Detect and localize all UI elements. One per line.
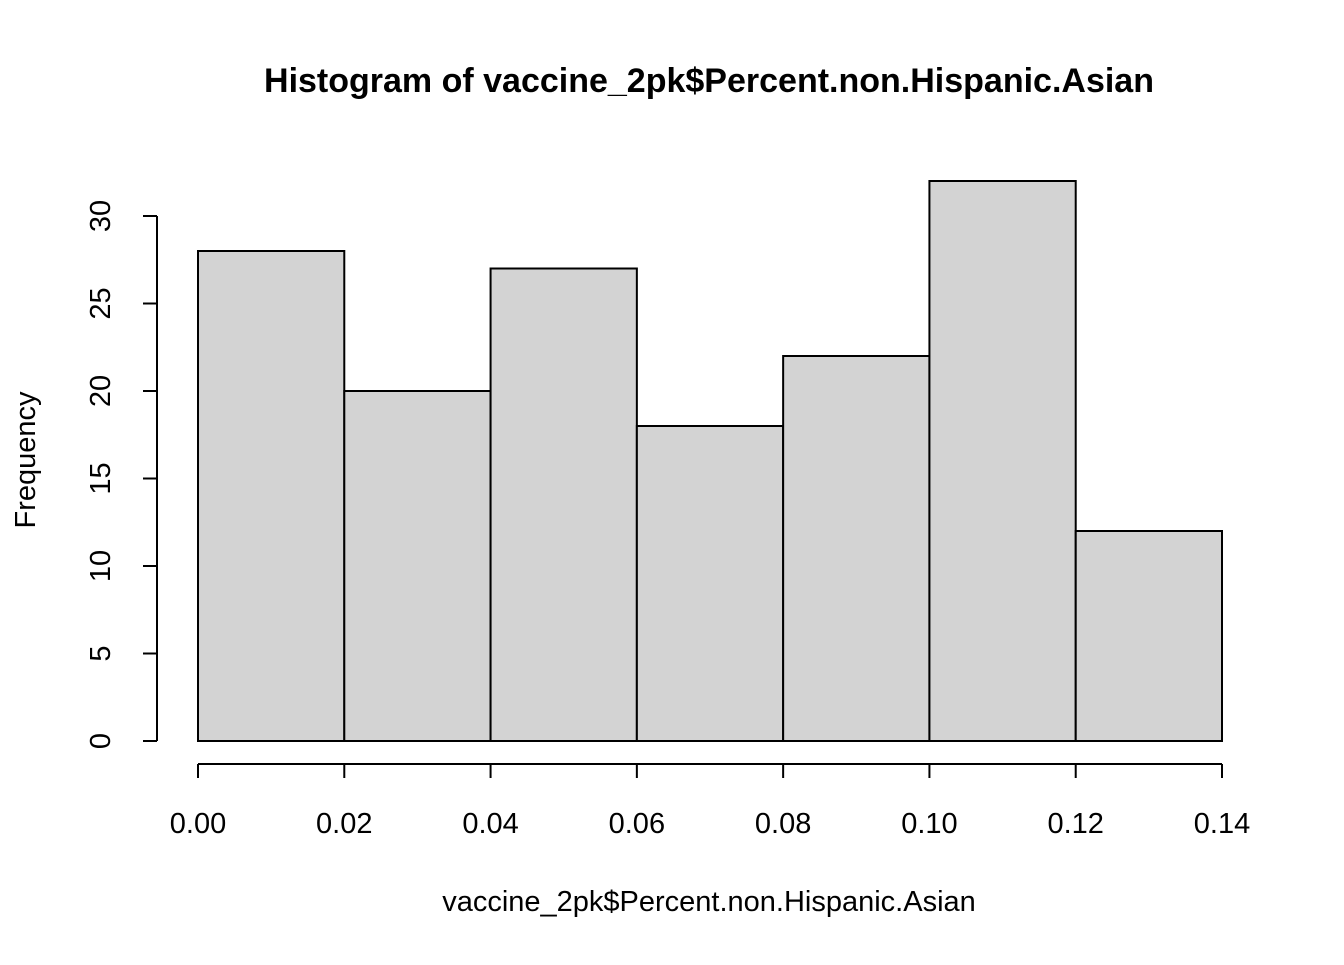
histogram-bar-5: [928, 180, 1077, 742]
x-tick-label-4: 0.08: [755, 808, 811, 840]
y-tick-label-5: 25: [85, 287, 117, 319]
y-axis-label: Frequency: [10, 391, 42, 529]
y-tick-label-0: 0: [85, 733, 117, 749]
histogram-bar-2: [489, 267, 638, 742]
x-axis-label: vaccine_2pk$Percent.non.Hispanic.Asian: [442, 886, 976, 918]
y-tick-label-1: 5: [85, 645, 117, 661]
histogram-bar-0: [197, 250, 346, 742]
x-tick-label-7: 0.14: [1194, 808, 1250, 840]
histogram-bar-6: [1074, 530, 1223, 742]
y-tick-label-6: 30: [85, 200, 117, 232]
y-tick-label-4: 20: [85, 375, 117, 407]
bars-group: [197, 180, 1223, 742]
x-axis: 0.00 0.02 0.04 0.06 0.08 0.10 0.12 0.14: [170, 763, 1250, 840]
x-tick-label-1: 0.02: [316, 808, 372, 840]
x-tick-label-5: 0.10: [901, 808, 957, 840]
chart-title: Histogram of vaccine_2pk$Percent.non.His…: [264, 62, 1154, 100]
x-tick-label-2: 0.04: [462, 808, 518, 840]
x-tick-label-6: 0.12: [1047, 808, 1103, 840]
x-tick-label-3: 0.06: [609, 808, 665, 840]
histogram-bar-4: [782, 355, 931, 742]
y-axis: 0 5 10 15 20 25 30: [85, 200, 158, 749]
histogram-bar-1: [343, 390, 492, 742]
x-tick-label-0: 0.00: [170, 808, 226, 840]
histogram-bar-3: [635, 425, 785, 742]
y-tick-label-3: 15: [85, 462, 117, 494]
y-tick-label-2: 10: [85, 550, 117, 582]
